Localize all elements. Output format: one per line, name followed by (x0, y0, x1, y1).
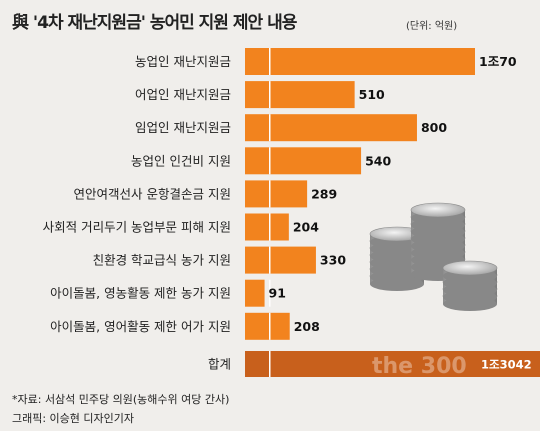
bar (245, 312, 290, 340)
bar-value-label: 208 (294, 319, 320, 334)
bar-value-label: 91 (269, 286, 286, 301)
category-label: 농업인 재난지원금 (135, 54, 231, 69)
bar-value-label: 330 (320, 253, 346, 268)
bar-divider (269, 81, 271, 109)
bar (245, 213, 289, 241)
bar-divider (269, 213, 271, 241)
total-bar (245, 351, 540, 377)
source-note: *자료: 서삼석 민주당 의원(농해수위 여당 간사) (12, 393, 230, 406)
bar (245, 180, 308, 208)
category-label: 친환경 학교급식 농가 지원 (93, 253, 231, 268)
bar-divider (269, 114, 271, 142)
bar-value-label: 540 (365, 153, 391, 168)
bar-value-label: 204 (293, 220, 319, 235)
category-label: 사회적 거리두기 농업부문 피해 지원 (43, 220, 231, 235)
bar-divider (269, 246, 271, 274)
bar-value-label: 1조70 (479, 54, 517, 69)
unit-label: (단위: 억원) (406, 21, 458, 32)
bar (245, 81, 355, 109)
bar-divider (269, 180, 271, 208)
bar (245, 147, 362, 175)
bar-divider (269, 351, 271, 377)
bar-chart: 농업인 재난지원금 1조70 어업인 재난지원금 510 임업인 재난지원금 800 농업인… (43, 48, 540, 379)
total-label: 합계 (208, 357, 231, 372)
category-label: 어업인 재난지원금 (135, 87, 231, 102)
category-label: 연안여객선사 운항결손금 지원 (74, 186, 231, 201)
bar (245, 246, 316, 274)
bar-value-label: 800 (421, 120, 447, 135)
bar-divider (269, 312, 271, 340)
bar-divider (269, 48, 271, 75)
category-label: 농업인 인건비 지원 (131, 153, 231, 168)
category-label: 임업인 재난지원금 (135, 120, 231, 135)
category-label: 아이돌봄, 영어활동 제한 어가 지원 (50, 319, 231, 334)
chart-title: 與 '4차 재난지원금' 농어민 지원 제안 내용 (12, 13, 297, 33)
bar-value-label: 510 (359, 87, 385, 102)
bar-value-label: 289 (311, 186, 337, 201)
bar (245, 114, 417, 142)
bar-divider (269, 147, 271, 175)
bar (245, 48, 475, 75)
total-value-label: 1조3042 (481, 358, 532, 372)
coin-stack-illustration (369, 202, 498, 311)
bar-divider (269, 279, 271, 307)
category-label: 아이돌봄, 영농활동 제한 농가 지원 (50, 286, 231, 301)
graphic-credit: 그래픽: 이승현 디자인기자 (12, 412, 135, 425)
bar (245, 279, 265, 307)
watermark-logo: the 300 (372, 354, 467, 379)
